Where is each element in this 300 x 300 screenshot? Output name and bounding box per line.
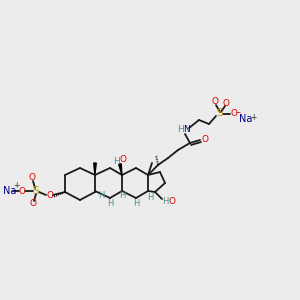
Polygon shape xyxy=(94,163,96,175)
Text: O: O xyxy=(28,173,35,182)
Text: O: O xyxy=(230,110,238,118)
Text: H: H xyxy=(98,191,104,200)
Text: +: + xyxy=(13,182,19,190)
Text: S: S xyxy=(33,186,39,196)
Text: Na: Na xyxy=(239,114,253,124)
Text: H: H xyxy=(162,197,168,206)
Text: O: O xyxy=(19,187,26,196)
Text: H: H xyxy=(133,200,139,208)
Text: O: O xyxy=(169,197,176,206)
Text: H: H xyxy=(177,125,183,134)
Text: O: O xyxy=(202,136,208,145)
Text: −: − xyxy=(234,109,240,118)
Text: H: H xyxy=(147,193,153,202)
Text: O: O xyxy=(212,98,218,106)
Text: Na: Na xyxy=(3,186,17,196)
Text: N: N xyxy=(183,124,189,134)
Text: H: H xyxy=(107,200,113,208)
Text: O: O xyxy=(29,200,37,208)
Text: O: O xyxy=(119,155,127,164)
Text: +: + xyxy=(250,112,256,122)
Polygon shape xyxy=(119,164,122,175)
Text: O: O xyxy=(46,190,53,200)
Text: O: O xyxy=(223,98,230,107)
Text: H: H xyxy=(119,191,125,200)
Text: H: H xyxy=(112,157,119,166)
Text: S: S xyxy=(217,108,223,118)
